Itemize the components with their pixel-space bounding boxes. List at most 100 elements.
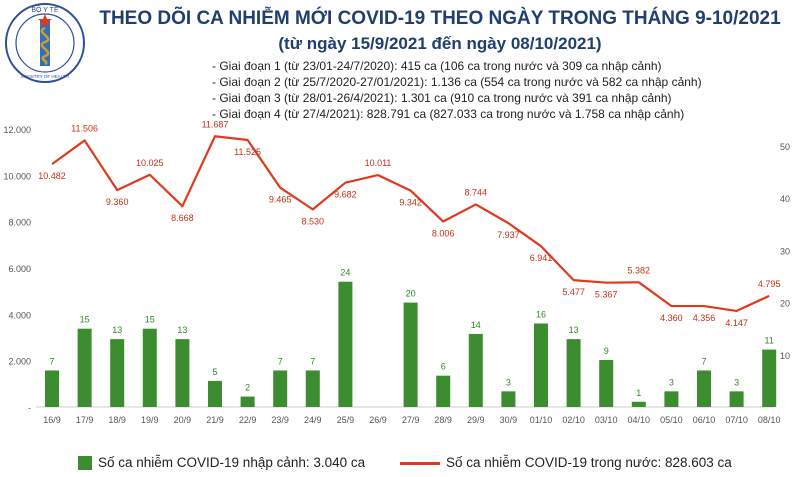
left-axis-tick-label: 10.000: [3, 171, 31, 181]
left-axis-tick-label: 12.000: [3, 125, 31, 135]
bar-data-label: 2: [245, 383, 250, 393]
bar: [501, 391, 516, 407]
x-axis-tick-label: 24/9: [304, 415, 322, 425]
bar: [45, 370, 59, 407]
bar: [240, 396, 255, 407]
line-data-label: 10.482: [38, 171, 66, 181]
legend-bar-label: Số ca nhiễm COVID-19 nhập cảnh: 3.040 ca: [98, 455, 366, 470]
bar-data-label: 24: [340, 268, 350, 278]
right-axis-tick-label: 10: [780, 351, 790, 361]
bar-data-label: 5: [212, 367, 217, 377]
line-data-label: 4.795: [758, 279, 781, 289]
logo-text-bottom: MINISTRY OF HEALTH: [21, 74, 69, 79]
line-data-label: 10.011: [365, 158, 392, 168]
bar: [697, 370, 711, 407]
bar: [338, 281, 353, 407]
bar: [468, 333, 483, 407]
logo-text-top: BỘ Y TẾ: [31, 4, 59, 14]
page-subtitle: (từ ngày 15/9/2021 đến ngày 08/10/2021): [278, 34, 602, 53]
bar-data-label: 13: [569, 325, 579, 335]
bar-data-label: 15: [145, 315, 155, 325]
line-data-label: 9.342: [399, 198, 422, 208]
right-axis-tick-label: 30: [780, 246, 790, 256]
bar-data-label: 7: [701, 356, 706, 366]
line-data-label: 11.525: [234, 147, 261, 157]
legend-bar-swatch: [78, 456, 92, 470]
line-data-label: 8.530: [302, 216, 325, 226]
line-series: [51, 135, 770, 313]
bar-data-label: 3: [734, 377, 739, 387]
bar-data-label: 1: [636, 388, 641, 398]
line-data-label: 6.941: [530, 253, 553, 263]
x-axis-tick-label: 19/9: [141, 415, 159, 425]
line-data-label: 9.682: [334, 190, 357, 200]
bar: [729, 391, 744, 407]
x-axis-tick-label: 08/10: [758, 415, 781, 425]
x-axis-tick-label: 04/10: [628, 415, 651, 425]
bar-data-label: 9: [604, 346, 609, 356]
bar: [273, 370, 288, 407]
bar: [110, 339, 125, 407]
page-title: THEO DÕI CA NHIỄM MỚI COVID-19 THEO NGÀY…: [99, 8, 781, 29]
line-data-label: 4.147: [725, 318, 748, 328]
x-axis-tick-label: 06/10: [693, 415, 716, 425]
legend-line-label: Số ca nhiễm COVID-19 trong nước: 828.603…: [446, 455, 732, 470]
x-axis-tick-label: 20/9: [174, 415, 192, 425]
line-data-label: 11.687: [202, 119, 229, 129]
line-data-label: 8.006: [432, 229, 455, 239]
x-axis-tick-label: 02/10: [562, 415, 585, 425]
left-axis-tick-label: 6.000: [8, 264, 31, 274]
x-axis-tick-label: 26/9: [369, 415, 387, 425]
x-axis-tick-label: 25/9: [337, 415, 355, 425]
line-data-label: 10.025: [136, 158, 164, 168]
right-axis-tick-label: 50: [780, 142, 790, 152]
bar: [175, 339, 190, 407]
left-axis-tick-label: -: [28, 403, 31, 413]
x-axis-tick-label: 16/9: [43, 415, 61, 425]
x-axis-tick-label: 07/10: [725, 415, 748, 425]
bar-data-label: 7: [278, 356, 283, 366]
bar-data-label: 15: [80, 315, 90, 325]
x-axis-tick-label: 21/9: [206, 415, 224, 425]
x-axis-tick-label: 18/9: [108, 415, 126, 425]
bar-data-label: 14: [471, 320, 481, 330]
x-axis-tick-label: 03/10: [595, 415, 618, 425]
x-axis-tick-label: 27/9: [402, 415, 420, 425]
bar-data-label: 11: [765, 336, 774, 346]
bar-data-label: 3: [669, 377, 674, 387]
bar-data-label: 20: [406, 289, 416, 299]
bar-data-label: 7: [49, 356, 54, 366]
bar: [566, 339, 581, 407]
bar-data-label: 16: [536, 309, 546, 319]
x-axis-tick-label: 30/9: [500, 415, 518, 425]
bar: [305, 370, 320, 407]
x-axis-tick-label: 01/10: [530, 415, 553, 425]
line-data-label: 4.356: [693, 313, 716, 323]
phase-note-4: - Giai đoạn 4 (từ 27/4/2021): 828.791 ca…: [212, 107, 685, 121]
x-axis-tick-label: 29/9: [467, 415, 485, 425]
bar: [762, 349, 777, 407]
line-data-label: 5.477: [562, 287, 585, 297]
bar-data-label: 6: [441, 362, 446, 372]
bar: [142, 328, 157, 407]
left-axis-tick-label: 2.000: [8, 357, 31, 367]
left-axis-tick-label: 4.000: [8, 310, 31, 320]
bar: [208, 380, 222, 407]
bar-data-label: 7: [310, 356, 315, 366]
ministry-of-health-logo: BỘ Y TẾ MINISTRY OF HEALTH: [5, 3, 85, 83]
phase-notes: - Giai đoạn 1 (từ 23/01-24/7/2020): 415 …: [212, 58, 702, 122]
x-axis-tick-label: 05/10: [660, 415, 683, 425]
line-data-label: 4.360: [660, 313, 683, 323]
line-data-label: 5.367: [595, 290, 618, 300]
line-data-label: 11.506: [71, 123, 98, 133]
line-data-label: 9.465: [269, 195, 292, 205]
bar: [77, 328, 92, 407]
x-axis-tick-label: 28/9: [434, 415, 452, 425]
bar: [631, 401, 646, 407]
phase-note-1: - Giai đoạn 1 (từ 23/01-24/7/2020): 415 …: [212, 59, 662, 73]
legend-line-swatch: [400, 462, 440, 465]
bar-data-label: 3: [506, 377, 511, 387]
x-axis-tick-label: 17/9: [76, 415, 94, 425]
bar: [436, 375, 451, 407]
bar-data-label: 13: [177, 325, 187, 335]
